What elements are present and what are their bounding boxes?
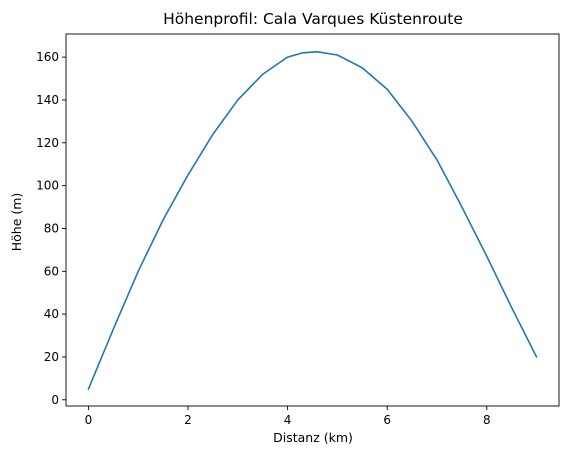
x-axis-label: Distanz (km) (273, 430, 353, 445)
x-tick-label: 6 (383, 413, 391, 427)
x-tick-label: 2 (184, 413, 192, 427)
y-tick-label: 0 (51, 393, 59, 407)
x-tick-label: 8 (483, 413, 491, 427)
plot-frame (65, 33, 560, 407)
series-line-0 (87, 50, 538, 390)
y-tick-label: 140 (36, 93, 59, 107)
y-tick-label: 20 (44, 350, 59, 364)
x-tick-label: 4 (284, 413, 292, 427)
x-tick-label: 0 (85, 413, 93, 427)
y-tick-label: 160 (36, 50, 59, 64)
y-tick-label: 40 (44, 307, 59, 321)
y-tick-label: 100 (36, 179, 59, 193)
chart-title: Höhenprofil: Cala Varques Küstenroute (163, 10, 463, 28)
y-tick-label: 120 (36, 136, 59, 150)
y-axis-label: Höhe (m) (9, 193, 24, 252)
y-tick-label: 60 (44, 264, 59, 278)
y-tick-label: 80 (44, 221, 59, 235)
